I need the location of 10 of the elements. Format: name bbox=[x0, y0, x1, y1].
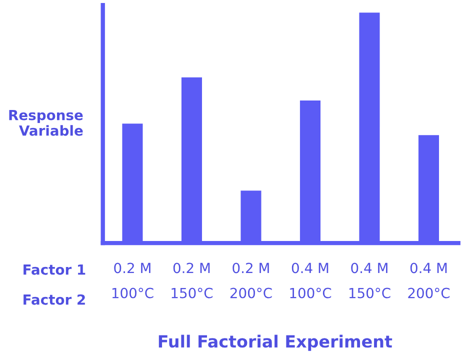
x-tick-label: 0.2 M 150°C bbox=[172, 262, 213, 298]
x-tick-label: 0.4 M 100°C bbox=[290, 262, 332, 298]
x-tick-label: 0.2 M 200°C bbox=[230, 262, 272, 298]
y-axis-title: Response Variable bbox=[9, 110, 83, 136]
text: Factor 1 bbox=[24, 264, 86, 275]
x-tick-label: 0.2 M 100°C bbox=[112, 262, 154, 298]
text: Full Factorial Experiment bbox=[158, 334, 392, 351]
x-tick-label: 0.4 M 150°C bbox=[349, 262, 390, 298]
text: Factor 2 bbox=[24, 294, 85, 305]
x-tick-label: 0.4 M 200°C bbox=[408, 262, 450, 298]
